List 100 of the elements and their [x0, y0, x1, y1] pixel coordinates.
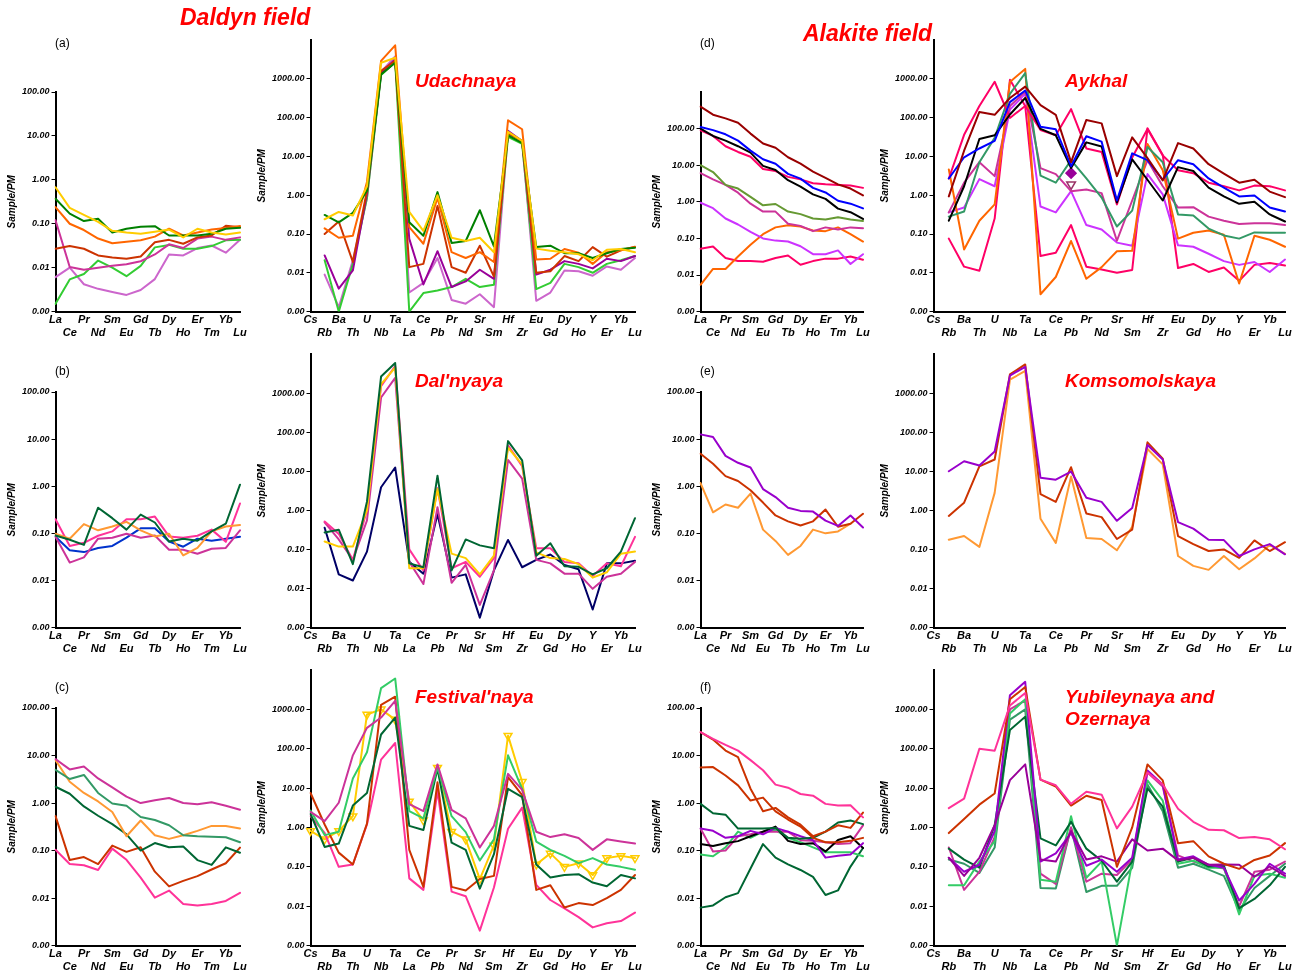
x-tick-label: Ho — [1216, 326, 1232, 339]
x-tick-label: Cs — [926, 947, 941, 960]
x-tick-label: Eu — [119, 960, 134, 973]
x-tick-label: Lu — [233, 960, 247, 973]
x-tick-label: Cs — [303, 947, 318, 960]
x-tick-label: Ce — [62, 326, 77, 339]
x-tick-label: Yb — [218, 947, 234, 960]
y-tick-label: 10.00 — [672, 750, 695, 760]
y-tick-label: 0.00 — [32, 940, 50, 951]
point — [602, 855, 612, 864]
x-tick-label: Nb — [373, 960, 389, 973]
x-tick-label: Nd — [1094, 960, 1110, 973]
text: (a) — [55, 36, 70, 50]
y-tick-label: 0.01 — [677, 892, 695, 903]
x-tick-label: Sm — [1123, 642, 1141, 655]
x-tick-label: Pr — [78, 629, 91, 642]
x-tick-label: Ba — [331, 947, 346, 960]
point — [376, 706, 386, 715]
x-tick-label: La — [694, 313, 707, 326]
x-tick-label: Ho — [571, 960, 587, 973]
x-tick-label: Yb — [218, 313, 234, 326]
x-tick-label: Ce — [62, 642, 77, 655]
y-tick-label: 1.00 — [910, 504, 928, 515]
x-tick-label: Hf — [502, 629, 516, 642]
x-tick-label: Lu — [233, 326, 247, 339]
x-tick-label: Ce — [705, 642, 721, 655]
x-tick-label: Y — [589, 947, 599, 960]
x-tick-label: Yb — [613, 629, 629, 642]
x-tick-label: Sm — [741, 313, 760, 326]
x-tick-label: Pr — [78, 313, 91, 326]
x-tick-label: Ho — [571, 642, 587, 655]
y-axis-title: Sample/PM — [650, 799, 662, 854]
x-tick-label: Ho — [805, 642, 821, 655]
x-tick-label: Gd — [767, 629, 784, 642]
y-tick-label: 0.00 — [910, 940, 928, 951]
x-tick-label: Yb — [1262, 313, 1278, 326]
x-tick-label: Dy — [557, 629, 573, 642]
x-tick-label: Rb — [941, 326, 957, 339]
point — [616, 852, 626, 862]
x-tick-label: Ta — [388, 313, 402, 326]
y-axis-title: Sample/PM — [878, 780, 890, 835]
x-tick-label: Hf — [1141, 947, 1155, 960]
x-tick-label: Dy — [793, 313, 809, 326]
y-tick-label: 0.01 — [287, 583, 305, 593]
x-tick-label: Lu — [1278, 326, 1292, 339]
x-tick-label: Dy — [557, 947, 573, 960]
x-tick-label: Er — [600, 960, 614, 973]
x-tick-label: Gd — [767, 947, 784, 960]
y-tick-label: 10.00 — [672, 159, 695, 170]
y-axis-title: Sample/PM — [878, 148, 890, 203]
x-tick-label: Er — [1248, 642, 1261, 655]
y-tick-label: 100.00 — [277, 743, 305, 754]
y-axis-title: Sample/PM — [255, 148, 267, 203]
y-tick-label: 1000.00 — [271, 703, 305, 714]
x-tick-label: Rb — [941, 642, 957, 655]
x-tick-label: Dy — [162, 313, 177, 326]
y-tick-label: 10.00 — [282, 465, 305, 476]
x-tick-label: Nb — [373, 642, 389, 655]
x-tick-label: Yb — [843, 313, 858, 326]
x-tick-label: Sm — [485, 642, 503, 655]
x-tick-label: La — [694, 947, 707, 960]
x-tick-label: Ce — [705, 326, 721, 339]
x-tick-label: Pb — [1064, 642, 1079, 655]
y-tick-label: 0.10 — [910, 861, 928, 872]
x-tick-label: Dy — [793, 947, 809, 960]
x-tick-label: Dy — [557, 313, 573, 326]
x-tick-label: Ho — [805, 960, 821, 973]
x-tick-label: Gd — [133, 947, 149, 960]
x-tick-label: Nd — [1094, 326, 1110, 339]
x-tick-label: Ho — [1216, 642, 1232, 655]
y-tick-label: 1000.00 — [894, 387, 928, 398]
x-tick-label: Ce — [416, 313, 431, 326]
x-tick-label: Pr — [1080, 629, 1093, 642]
y-tick-label: 0.00 — [677, 306, 695, 317]
x-tick-label: Th — [346, 326, 360, 339]
x-tick-label: Zr — [1156, 960, 1169, 973]
x-tick-label: La — [1034, 326, 1047, 339]
x-tick-label: Yb — [1262, 947, 1278, 960]
x-tick-label: La — [402, 642, 416, 655]
x-tick-label: Sr — [474, 313, 487, 326]
chart-title: Daldyn field — [180, 4, 311, 30]
y-axis-title: Sample/PM — [5, 174, 17, 229]
x-tick-label: Tm — [829, 642, 847, 655]
x-tick-label: Yb — [843, 947, 858, 960]
y-tick-label: 1.00 — [32, 480, 50, 491]
y-tick-label: 0.10 — [910, 543, 928, 554]
y-axis-title: Sample/PM — [5, 482, 17, 537]
point — [348, 813, 358, 822]
y-tick-label: 100.00 — [667, 702, 695, 713]
point — [446, 828, 457, 837]
x-tick-label: Lu — [856, 642, 870, 655]
x-tick-label: Eu — [1171, 629, 1186, 642]
x-tick-label: Yb — [613, 947, 629, 960]
x-tick-label: Gd — [542, 642, 559, 655]
x-tick-label: Sm — [1123, 326, 1141, 339]
x-tick-label: Tb — [148, 960, 162, 973]
x-tick-label: Gd — [542, 960, 559, 973]
x-tick-label: Gd — [1185, 326, 1202, 339]
x-tick-label: Th — [972, 642, 987, 655]
x-tick-label: Lu — [1278, 642, 1292, 655]
